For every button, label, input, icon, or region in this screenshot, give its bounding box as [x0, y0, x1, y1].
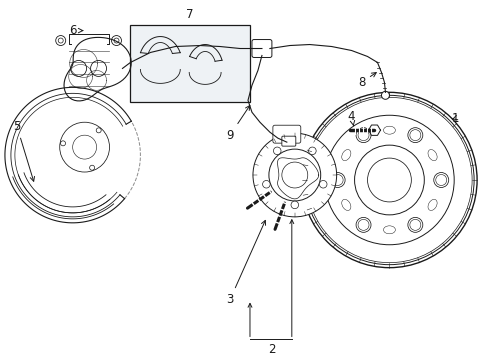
Circle shape [319, 180, 326, 188]
Circle shape [268, 149, 320, 201]
Circle shape [273, 147, 281, 155]
Text: 8: 8 [357, 73, 375, 89]
Circle shape [308, 147, 316, 155]
Circle shape [355, 128, 370, 143]
Bar [130, 24, 249, 102]
Text: 6: 6 [69, 24, 82, 37]
Circle shape [381, 91, 388, 99]
FancyBboxPatch shape [251, 40, 271, 58]
Circle shape [324, 115, 453, 245]
Circle shape [407, 128, 422, 143]
Text: 9: 9 [226, 105, 249, 142]
Circle shape [367, 158, 410, 202]
Circle shape [355, 217, 370, 232]
FancyBboxPatch shape [272, 125, 300, 143]
Circle shape [252, 133, 336, 217]
Text: 1: 1 [450, 112, 458, 125]
Circle shape [354, 145, 424, 215]
Text: 2: 2 [267, 343, 275, 356]
Text: 7: 7 [186, 8, 194, 21]
Circle shape [407, 217, 422, 232]
Text: 5: 5 [13, 120, 35, 181]
Text: 4: 4 [347, 110, 355, 126]
Circle shape [433, 172, 448, 188]
Circle shape [329, 172, 345, 188]
Circle shape [290, 201, 298, 209]
FancyBboxPatch shape [281, 136, 295, 146]
Circle shape [281, 162, 307, 188]
Circle shape [262, 180, 269, 188]
Text: 3: 3 [226, 220, 265, 306]
